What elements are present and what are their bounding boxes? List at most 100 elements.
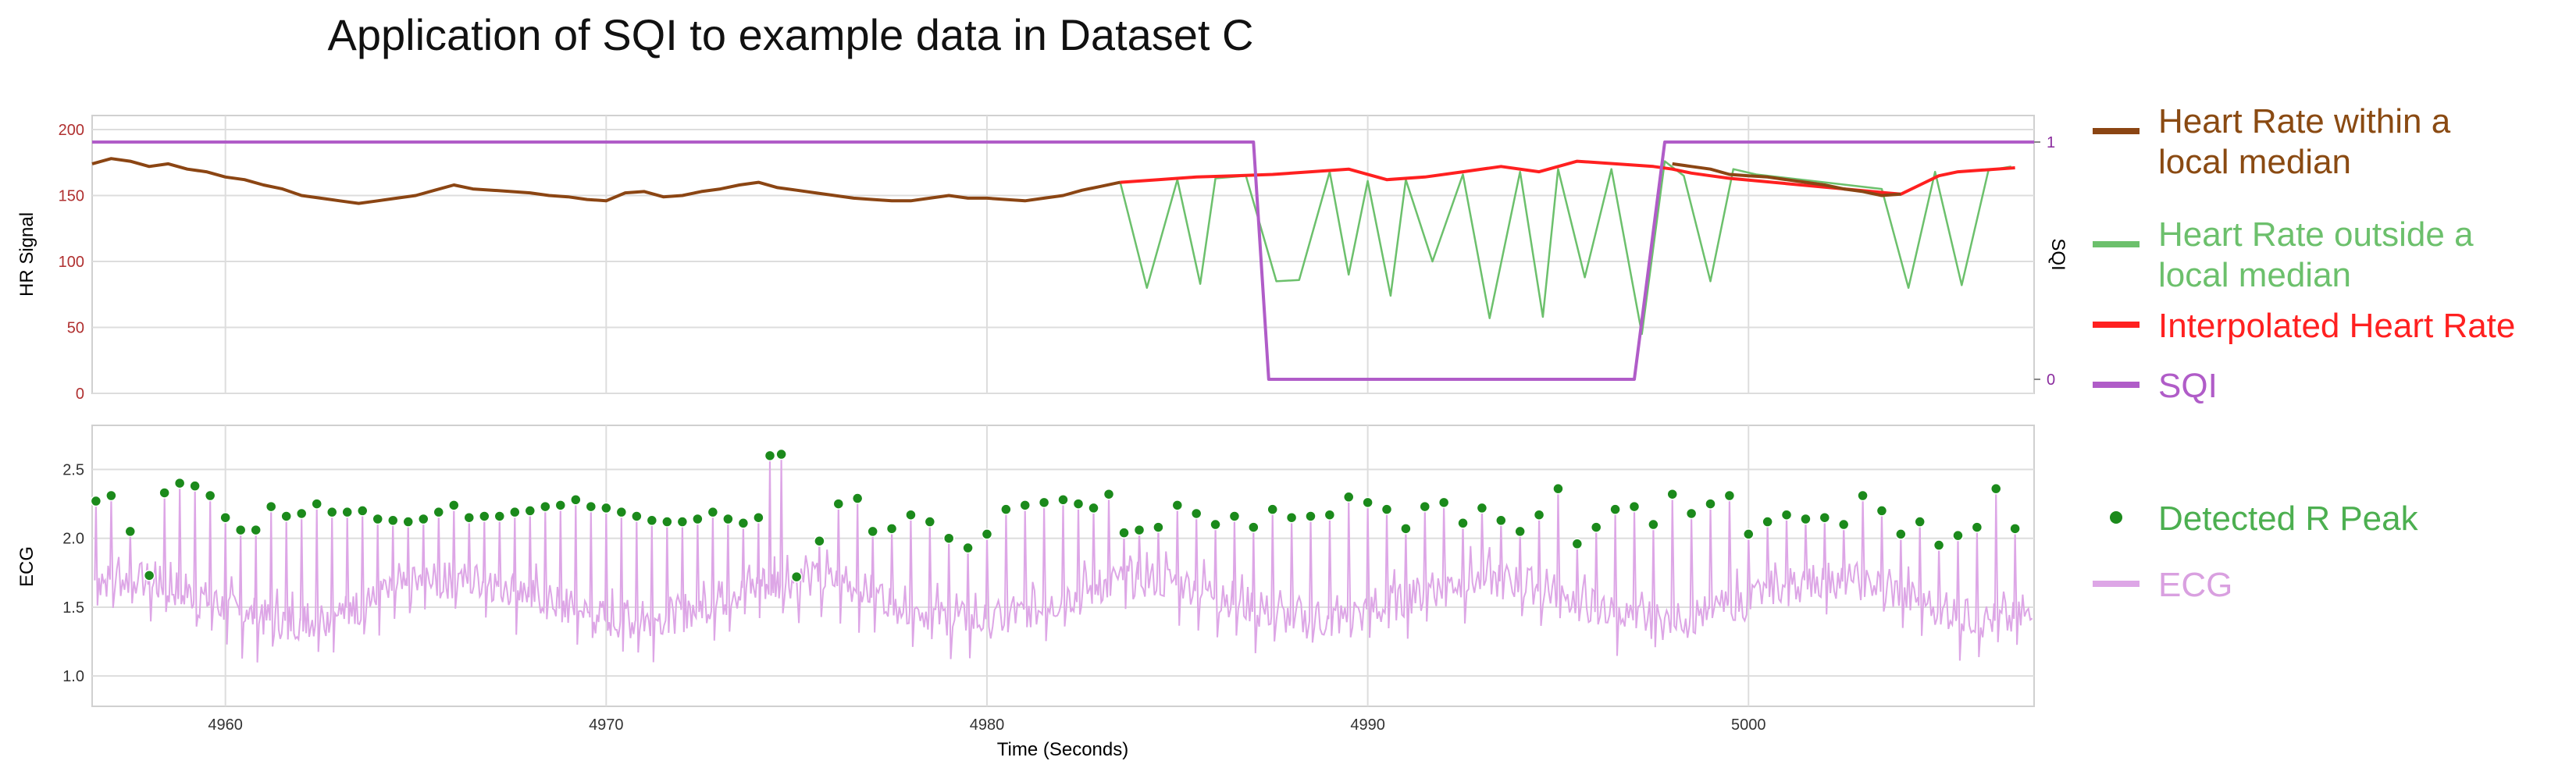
- r-peak-marker: [676, 516, 689, 528]
- r-peak-marker: [1248, 521, 1259, 533]
- r-peak-marker: [1819, 511, 1831, 524]
- r-peak-marker: [905, 509, 917, 521]
- r-peak-marker: [707, 506, 719, 518]
- r-peak-marker: [885, 523, 898, 535]
- r-peak-marker: [433, 506, 445, 518]
- chart-title: Application of SQI to example data in Da…: [327, 10, 1254, 59]
- r-peak-marker: [479, 510, 490, 522]
- r-peak-marker: [341, 506, 353, 518]
- hr-y-tick-label: 150: [59, 188, 84, 205]
- r-peak-marker: [1762, 516, 1773, 528]
- legend-ecg-label: ECG: [2158, 566, 2232, 604]
- r-peak-marker: [1381, 503, 1393, 515]
- legend-hr-local-label: Heart Rate within a local median: [2158, 102, 2451, 181]
- r-peak-marker: [204, 489, 216, 502]
- r-peak-marker: [1267, 503, 1278, 515]
- hr-y-tick-label: 0: [76, 386, 84, 403]
- r-peak-marker: [524, 505, 536, 517]
- hr-y-tick-label: 50: [67, 320, 84, 337]
- r-peak-marker: [1743, 528, 1755, 540]
- hr-y-tick-label: 100: [59, 254, 84, 271]
- r-peak-marker: [295, 507, 308, 520]
- r-peak-marker: [942, 532, 955, 544]
- ecg-line: [94, 454, 2033, 663]
- hr-panel: 0 50 100 150 200 0 1 HR Signal SQI: [16, 115, 2068, 403]
- r-peak-marker: [981, 528, 993, 540]
- r-peak-marker: [1000, 503, 1012, 515]
- r-peak-marker: [692, 513, 704, 525]
- r-peak-marker: [1153, 521, 1164, 533]
- legend-hr-outside-label: Heart Rate outside a local median: [2158, 215, 2474, 294]
- r-peak-marker: [790, 571, 803, 583]
- r-peak-marker: [1705, 498, 1716, 510]
- r-peak-marker: [1685, 507, 1698, 520]
- r-peak-marker: [1118, 527, 1130, 539]
- hr-y-tick-label: 200: [59, 122, 84, 139]
- r-peak-marker: [463, 511, 476, 524]
- r-peak-marker: [775, 448, 787, 460]
- r-peak-marker: [1019, 499, 1031, 511]
- r-peak-marker: [814, 535, 825, 547]
- r-peak-marker: [1171, 499, 1184, 511]
- r-peak-marker: [600, 502, 612, 514]
- r-peak-marker: [1648, 518, 1659, 531]
- r-peak-marker: [250, 524, 262, 536]
- r-peak-marker: [143, 570, 155, 581]
- sqi-tick-label: 1: [2047, 134, 2055, 151]
- r-peak-marker: [234, 524, 247, 536]
- r-peak-marker: [219, 511, 231, 524]
- r-peak-marker: [1933, 539, 1945, 551]
- ecg-y-tick-label: 1.5: [62, 599, 84, 617]
- legend-r-peak-swatch: [2110, 511, 2122, 524]
- r-peak-marker: [631, 510, 643, 522]
- r-peak-marker: [387, 514, 399, 527]
- x-tick-label: 4970: [589, 716, 624, 734]
- r-peak-marker: [1514, 525, 1526, 538]
- r-peak-marker: [1590, 521, 1602, 533]
- r-peak-marker: [1837, 518, 1850, 531]
- ecg-y-tick-label: 2.5: [62, 461, 84, 478]
- r-peak-marker: [1990, 482, 2002, 495]
- r-peak-marker: [356, 505, 369, 517]
- r-peak-marker: [867, 525, 878, 538]
- r-peak-marker: [1038, 496, 1050, 509]
- r-peak-marker: [1609, 503, 1621, 515]
- r-peak-marker: [1571, 538, 1584, 550]
- r-peak-marker: [159, 487, 170, 499]
- r-peak-marker: [1628, 500, 1641, 513]
- r-peak-marker: [832, 498, 845, 510]
- r-peak-marker: [1495, 514, 1507, 527]
- r-peak-marker: [124, 525, 137, 538]
- r-peak-marker: [554, 499, 567, 511]
- r-peak-marker: [722, 513, 734, 525]
- r-peak-marker: [105, 489, 117, 502]
- r-peak-marker: [2009, 523, 2021, 535]
- r-peak-marker: [1876, 505, 1888, 517]
- hr-plot-area: [91, 115, 2035, 394]
- r-peak-marker: [402, 516, 414, 528]
- r-peak-marker: [189, 480, 201, 492]
- r-peak-marker: [1362, 496, 1374, 509]
- r-peak-marker: [661, 516, 673, 528]
- ecg-panel: 1.0 1.5 2.0 2.5 4960 4970 4980 4990 5000 ECG Ti…: [16, 425, 2035, 760]
- x-axis-label: Time (Seconds): [997, 739, 1129, 760]
- legend: Heart Rate within a local median Heart Rat…: [2093, 102, 2515, 604]
- r-peak-marker: [1723, 489, 1736, 502]
- r-peak-marker: [1072, 498, 1085, 510]
- r-peak-marker: [1400, 523, 1412, 535]
- r-peak-marker: [1666, 488, 1678, 500]
- r-peak-marker: [1971, 521, 1983, 533]
- r-peak-marker: [1057, 494, 1069, 506]
- r-peak-marker: [173, 477, 186, 489]
- r-peak-marker: [1305, 510, 1317, 522]
- r-peak-marker: [1342, 491, 1355, 503]
- r-peak-marker: [1895, 528, 1907, 540]
- r-peak-marker: [1210, 518, 1221, 531]
- hr-interpolated-line: [1120, 159, 2015, 196]
- r-peak-marker: [448, 499, 460, 511]
- sqi-tick-label: 0: [2047, 372, 2055, 389]
- hr-local-line: [91, 157, 1121, 205]
- legend-r-peak-label: Detected R Peak: [2158, 499, 2419, 538]
- r-peak-marker: [924, 516, 936, 528]
